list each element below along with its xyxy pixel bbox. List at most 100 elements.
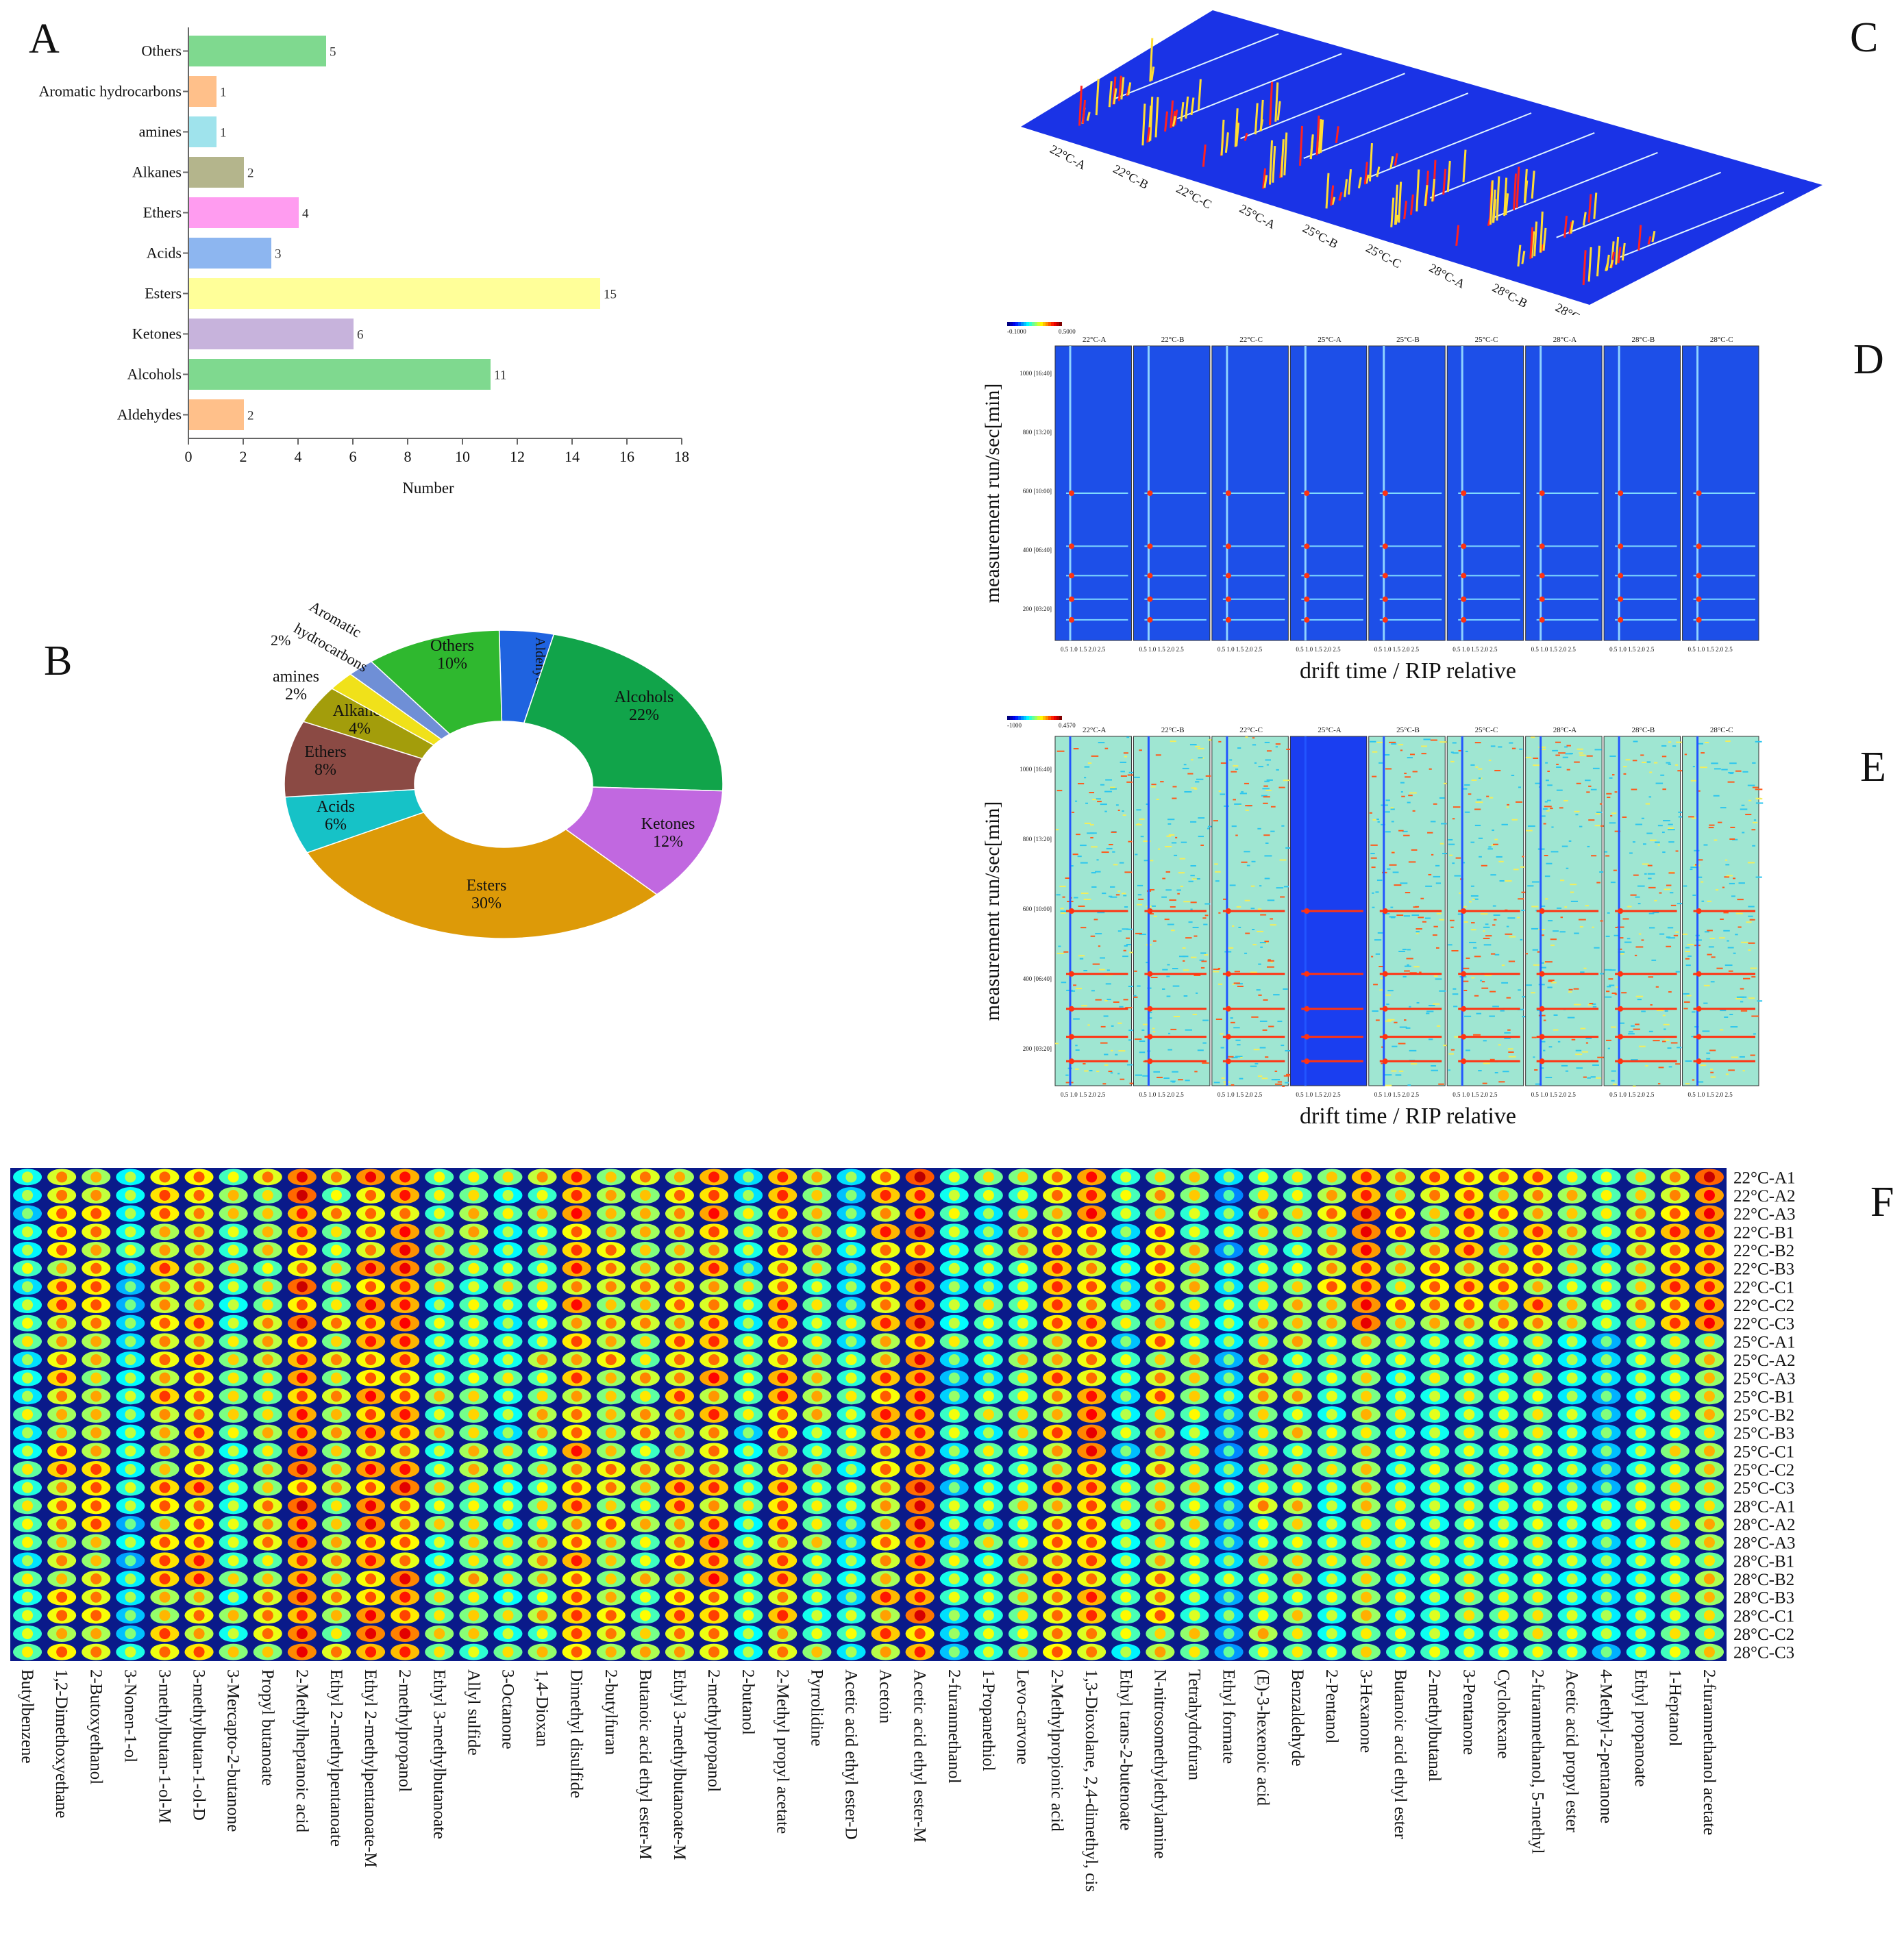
c-peak	[1269, 140, 1274, 185]
diff-speck	[1137, 823, 1140, 825]
panel-label-d: D	[1853, 336, 1884, 383]
f-cell-core	[227, 1245, 239, 1256]
f-cell-core	[365, 1445, 377, 1457]
diff-speck	[1084, 777, 1087, 779]
f-cell-core	[880, 1299, 891, 1310]
f-cell-core	[330, 1591, 342, 1603]
f-cell-core	[1086, 1427, 1098, 1438]
f-cell-core	[845, 1573, 857, 1584]
diff-speck	[1482, 1082, 1487, 1084]
f-cell-core	[1223, 1519, 1235, 1530]
c-ridge	[1113, 33, 1279, 100]
f-cell-core	[811, 1226, 823, 1238]
diff-speck	[1060, 910, 1067, 912]
f-cell-core	[914, 1171, 926, 1183]
f-cell-core	[262, 1555, 273, 1567]
c-peak	[1617, 247, 1622, 264]
f-cell-core	[948, 1354, 960, 1365]
f-cell-core	[1429, 1409, 1441, 1420]
diff-speck	[1561, 845, 1568, 847]
f-cell-core	[948, 1171, 960, 1183]
c-peak	[1234, 108, 1239, 147]
f-cell-core	[673, 1299, 685, 1310]
diff-speck	[1264, 780, 1270, 782]
f-cell-core	[1017, 1190, 1028, 1201]
f-cell-core	[262, 1591, 273, 1603]
diff-speck	[1735, 912, 1743, 914]
f-cell-core	[1326, 1317, 1337, 1329]
diff-speck	[1263, 785, 1268, 787]
f-cell-core	[399, 1226, 411, 1238]
diff-speck	[1587, 1077, 1591, 1079]
f-cell-core	[1360, 1464, 1372, 1475]
f-cell-core	[90, 1628, 102, 1639]
diff-speck	[1157, 1076, 1163, 1078]
f-cell-core	[1326, 1391, 1337, 1402]
diff-speck	[1239, 793, 1247, 795]
f-cell-core	[22, 1445, 34, 1457]
f-cell-core	[1532, 1336, 1544, 1347]
diff-speck	[1521, 891, 1529, 893]
diff-speck	[1095, 999, 1102, 1001]
diff-speck	[1139, 934, 1146, 936]
diff-speck	[1649, 839, 1657, 841]
f-cell-core	[56, 1409, 68, 1420]
diff-speck	[1407, 964, 1409, 966]
x-tick-label: 0.5 1.0 1.5 2.0 2.5	[1217, 1091, 1263, 1098]
f-cell-core	[1120, 1336, 1132, 1347]
f-cell-core	[536, 1226, 548, 1238]
diff-speck	[1752, 821, 1758, 823]
diff-speck	[1179, 858, 1186, 860]
f-cell-core	[982, 1445, 994, 1457]
diff-speck	[1566, 867, 1569, 869]
diff-speck	[1190, 908, 1193, 910]
diff-speck	[1124, 756, 1127, 758]
f-cell-core	[1600, 1354, 1612, 1365]
diff-speck	[1191, 759, 1194, 761]
diff-speck	[1197, 1049, 1204, 1051]
c-peak	[1224, 132, 1229, 153]
f-column-label: 3-Pentanone	[1459, 1669, 1478, 1755]
f-cell-core	[502, 1500, 514, 1512]
x-tick-label: 0.5 1.0 1.5 2.0 2.5	[1139, 646, 1184, 653]
diff-speck	[1261, 795, 1268, 797]
f-cell-core	[777, 1226, 789, 1238]
f-cell-core	[56, 1555, 68, 1567]
f-cell-core	[468, 1262, 480, 1274]
f-cell-core	[1052, 1190, 1063, 1201]
signal-peak	[1382, 596, 1388, 602]
f-cell-core	[159, 1372, 171, 1384]
diff-speck	[1261, 1077, 1268, 1080]
diff-speck	[1241, 861, 1248, 863]
c-peak	[1496, 176, 1500, 221]
f-cell-core	[1326, 1226, 1337, 1238]
diff-speck	[1504, 1037, 1511, 1039]
c-peak	[1368, 142, 1373, 182]
f-cell-core	[845, 1519, 857, 1530]
diff-speck	[1129, 951, 1133, 954]
scale-step	[1032, 322, 1035, 326]
f-column-label: 2-Methylpropionic acid	[1048, 1669, 1066, 1832]
diff-speck	[1738, 926, 1742, 928]
diff-speck	[1084, 822, 1091, 824]
diff-speck	[1633, 740, 1638, 743]
diff-speck	[1109, 895, 1113, 897]
diff-speck	[1685, 1060, 1692, 1062]
diff-speck	[1565, 1070, 1569, 1072]
signal-peak	[1461, 616, 1467, 623]
f-cell-core	[777, 1299, 789, 1310]
f-column-label: 2-furanmethanol acetate	[1700, 1669, 1718, 1835]
f-cell-core	[1463, 1591, 1475, 1603]
diff-speck	[1449, 854, 1453, 856]
c-peak	[1533, 221, 1538, 257]
f-cell-core	[982, 1628, 994, 1639]
f-column-label: 2-methylbutanal	[1425, 1669, 1444, 1782]
f-cell-core	[22, 1500, 34, 1512]
diff-speck	[1198, 757, 1203, 759]
f-cell-core	[673, 1610, 685, 1621]
f-cell-core	[434, 1299, 445, 1310]
y-tick-label: 1000 [16:40]	[1019, 370, 1052, 377]
diff-speck	[1706, 1052, 1711, 1054]
f-cell-core	[811, 1281, 823, 1293]
diff-speck	[1195, 781, 1200, 783]
